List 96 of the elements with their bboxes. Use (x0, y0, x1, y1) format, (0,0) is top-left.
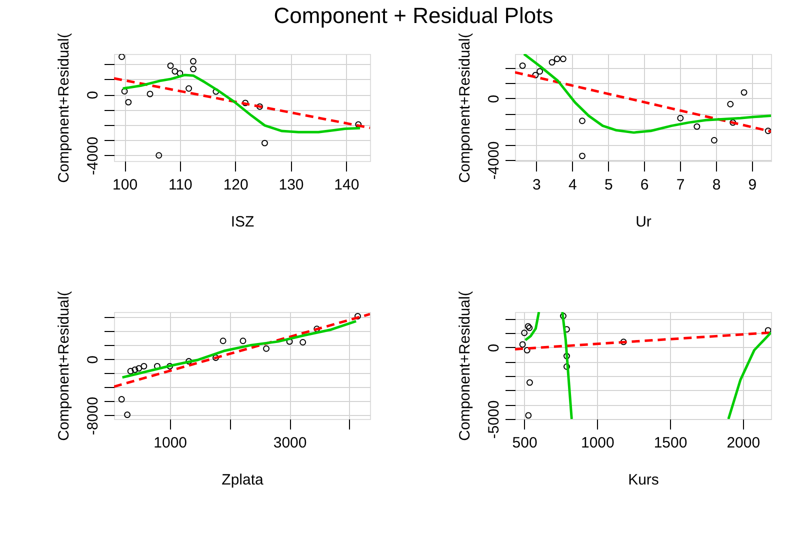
point (578, 152, 586, 160)
point (176, 70, 184, 77)
point (354, 312, 361, 320)
point (524, 346, 530, 354)
y-tick-label: 0 (84, 355, 102, 364)
point (526, 379, 533, 386)
point (190, 58, 196, 65)
point (127, 368, 134, 374)
point (132, 366, 138, 373)
x-tick-label: 100 (112, 176, 138, 194)
point (740, 89, 748, 96)
point (190, 66, 196, 72)
point (727, 100, 734, 108)
x-axis-title: ISZ (230, 214, 254, 230)
point (314, 326, 320, 332)
point (186, 85, 192, 92)
x-tick-label: 1000 (580, 434, 614, 452)
x-tick-label: 5 (604, 176, 613, 194)
point (186, 358, 192, 365)
point (300, 339, 306, 346)
point (167, 62, 174, 69)
point (118, 54, 125, 60)
x-axis-title: Ur (636, 214, 652, 230)
point (256, 103, 263, 110)
point (548, 59, 556, 66)
point (261, 140, 268, 146)
point (536, 68, 544, 75)
point (166, 362, 174, 370)
x-tick-label: 120 (223, 176, 248, 194)
x-axis-title: Zplata (222, 472, 264, 488)
y-axis-title: Component+Residual( (56, 291, 72, 441)
y-tick-label: 0 (486, 94, 502, 104)
x-tick-label: 3 (532, 176, 541, 194)
y-tick-label: -4000 (486, 141, 502, 180)
point (125, 98, 132, 106)
point (560, 56, 566, 62)
x-tick-label: 1500 (654, 434, 688, 452)
point (242, 100, 249, 106)
point (694, 123, 700, 130)
point (263, 345, 270, 352)
point (764, 327, 771, 334)
x-tick-label: 3000 (273, 434, 307, 452)
point (677, 114, 684, 122)
y-tick-label: -8000 (84, 396, 102, 436)
x-tick-label: 7 (676, 176, 685, 194)
x-tick-label: 110 (168, 176, 192, 194)
x-tick-label: 2000 (726, 434, 760, 452)
point (764, 128, 771, 134)
line-series (727, 331, 771, 419)
point (212, 354, 219, 361)
point (156, 152, 162, 159)
point (146, 90, 154, 98)
point (124, 412, 131, 418)
point (532, 72, 539, 78)
line-series (122, 74, 362, 134)
point (620, 338, 627, 346)
point (560, 312, 566, 320)
point (563, 352, 570, 360)
point (355, 121, 362, 128)
y-tick-label: -5000 (486, 400, 502, 439)
x-tick-label: 8 (712, 176, 721, 194)
y-axis-title: Component+Residual( (456, 291, 474, 441)
point (519, 62, 526, 69)
point (710, 137, 718, 144)
y-axis-title: Component+Residual( (456, 33, 474, 183)
x-axis-title: Kurs (628, 472, 659, 488)
x-tick-label: 130 (278, 176, 304, 194)
x-tick-label: 500 (512, 434, 538, 452)
point (521, 330, 528, 336)
point (519, 341, 526, 348)
point (220, 338, 226, 344)
y-tick-label: 0 (84, 90, 102, 100)
point (140, 362, 148, 370)
x-tick-label: 140 (334, 176, 360, 194)
point (563, 363, 570, 370)
line-series (522, 54, 771, 134)
point (121, 88, 128, 94)
x-tick-label: 4 (568, 176, 577, 194)
line-series (524, 312, 540, 342)
point (118, 396, 125, 403)
y-tick-label: -4000 (84, 136, 102, 176)
x-tick-label: 6 (640, 176, 649, 194)
point (136, 365, 142, 372)
point (240, 338, 246, 344)
x-tick-label: 1000 (154, 434, 188, 452)
x-tick-label: 9 (748, 176, 757, 194)
line-series (121, 320, 358, 379)
y-axis-title: Component+Residual( (56, 33, 72, 183)
point (578, 118, 586, 124)
chart-title: Component + Residual Plots (274, 3, 554, 28)
point (172, 68, 178, 75)
point (554, 56, 560, 62)
line-series (561, 312, 573, 419)
point (525, 412, 532, 419)
y-tick-label: 0 (486, 344, 502, 352)
point (730, 119, 736, 126)
